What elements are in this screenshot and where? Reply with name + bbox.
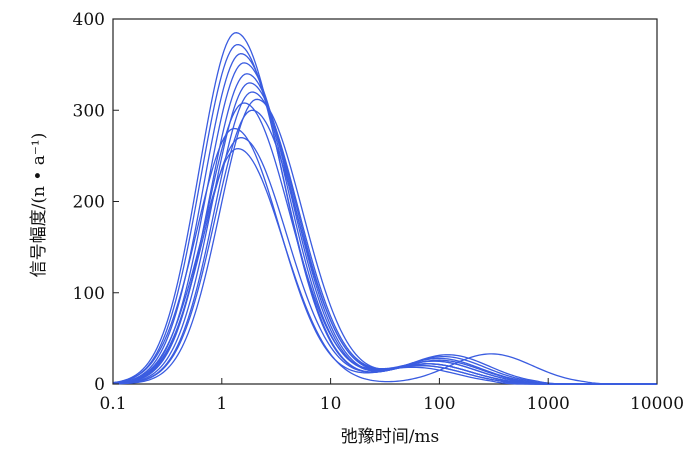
series-line-12 bbox=[112, 136, 657, 385]
x-ticks: 0.1 1 10 100 1000 10000 bbox=[99, 378, 684, 414]
series-line-3 bbox=[112, 53, 657, 385]
y-ticks: 0 100 200 300 400 bbox=[73, 10, 119, 395]
y-tick-label: 300 bbox=[73, 101, 105, 121]
x-tick-label: 100 bbox=[423, 394, 455, 414]
y-tick-label: 0 bbox=[94, 375, 105, 395]
x-tick-label: 10 bbox=[320, 394, 342, 414]
series-line-5 bbox=[112, 73, 657, 385]
series-line-13 bbox=[112, 147, 657, 385]
series-line-9 bbox=[112, 102, 657, 385]
series-layer bbox=[112, 32, 657, 385]
x-tick-label: 1000 bbox=[527, 394, 570, 414]
y-tick-label: 100 bbox=[73, 284, 105, 304]
series-line-10 bbox=[112, 109, 657, 385]
x-tick-label: 1 bbox=[216, 394, 227, 414]
y-tick-label: 400 bbox=[73, 10, 105, 30]
y-tick-label: 200 bbox=[73, 193, 105, 213]
x-axis-title: 弛豫时间/ms bbox=[341, 427, 440, 447]
x-tick-label: 10000 bbox=[630, 394, 684, 414]
y-axis-title: 信号幅度/(n • a⁻¹) bbox=[29, 133, 49, 278]
series-line-11 bbox=[112, 127, 657, 385]
series-line-2 bbox=[112, 43, 657, 385]
series-line-4 bbox=[112, 62, 657, 385]
plot-frame bbox=[112, 18, 658, 385]
x-tick-label: 0.1 bbox=[99, 394, 126, 414]
